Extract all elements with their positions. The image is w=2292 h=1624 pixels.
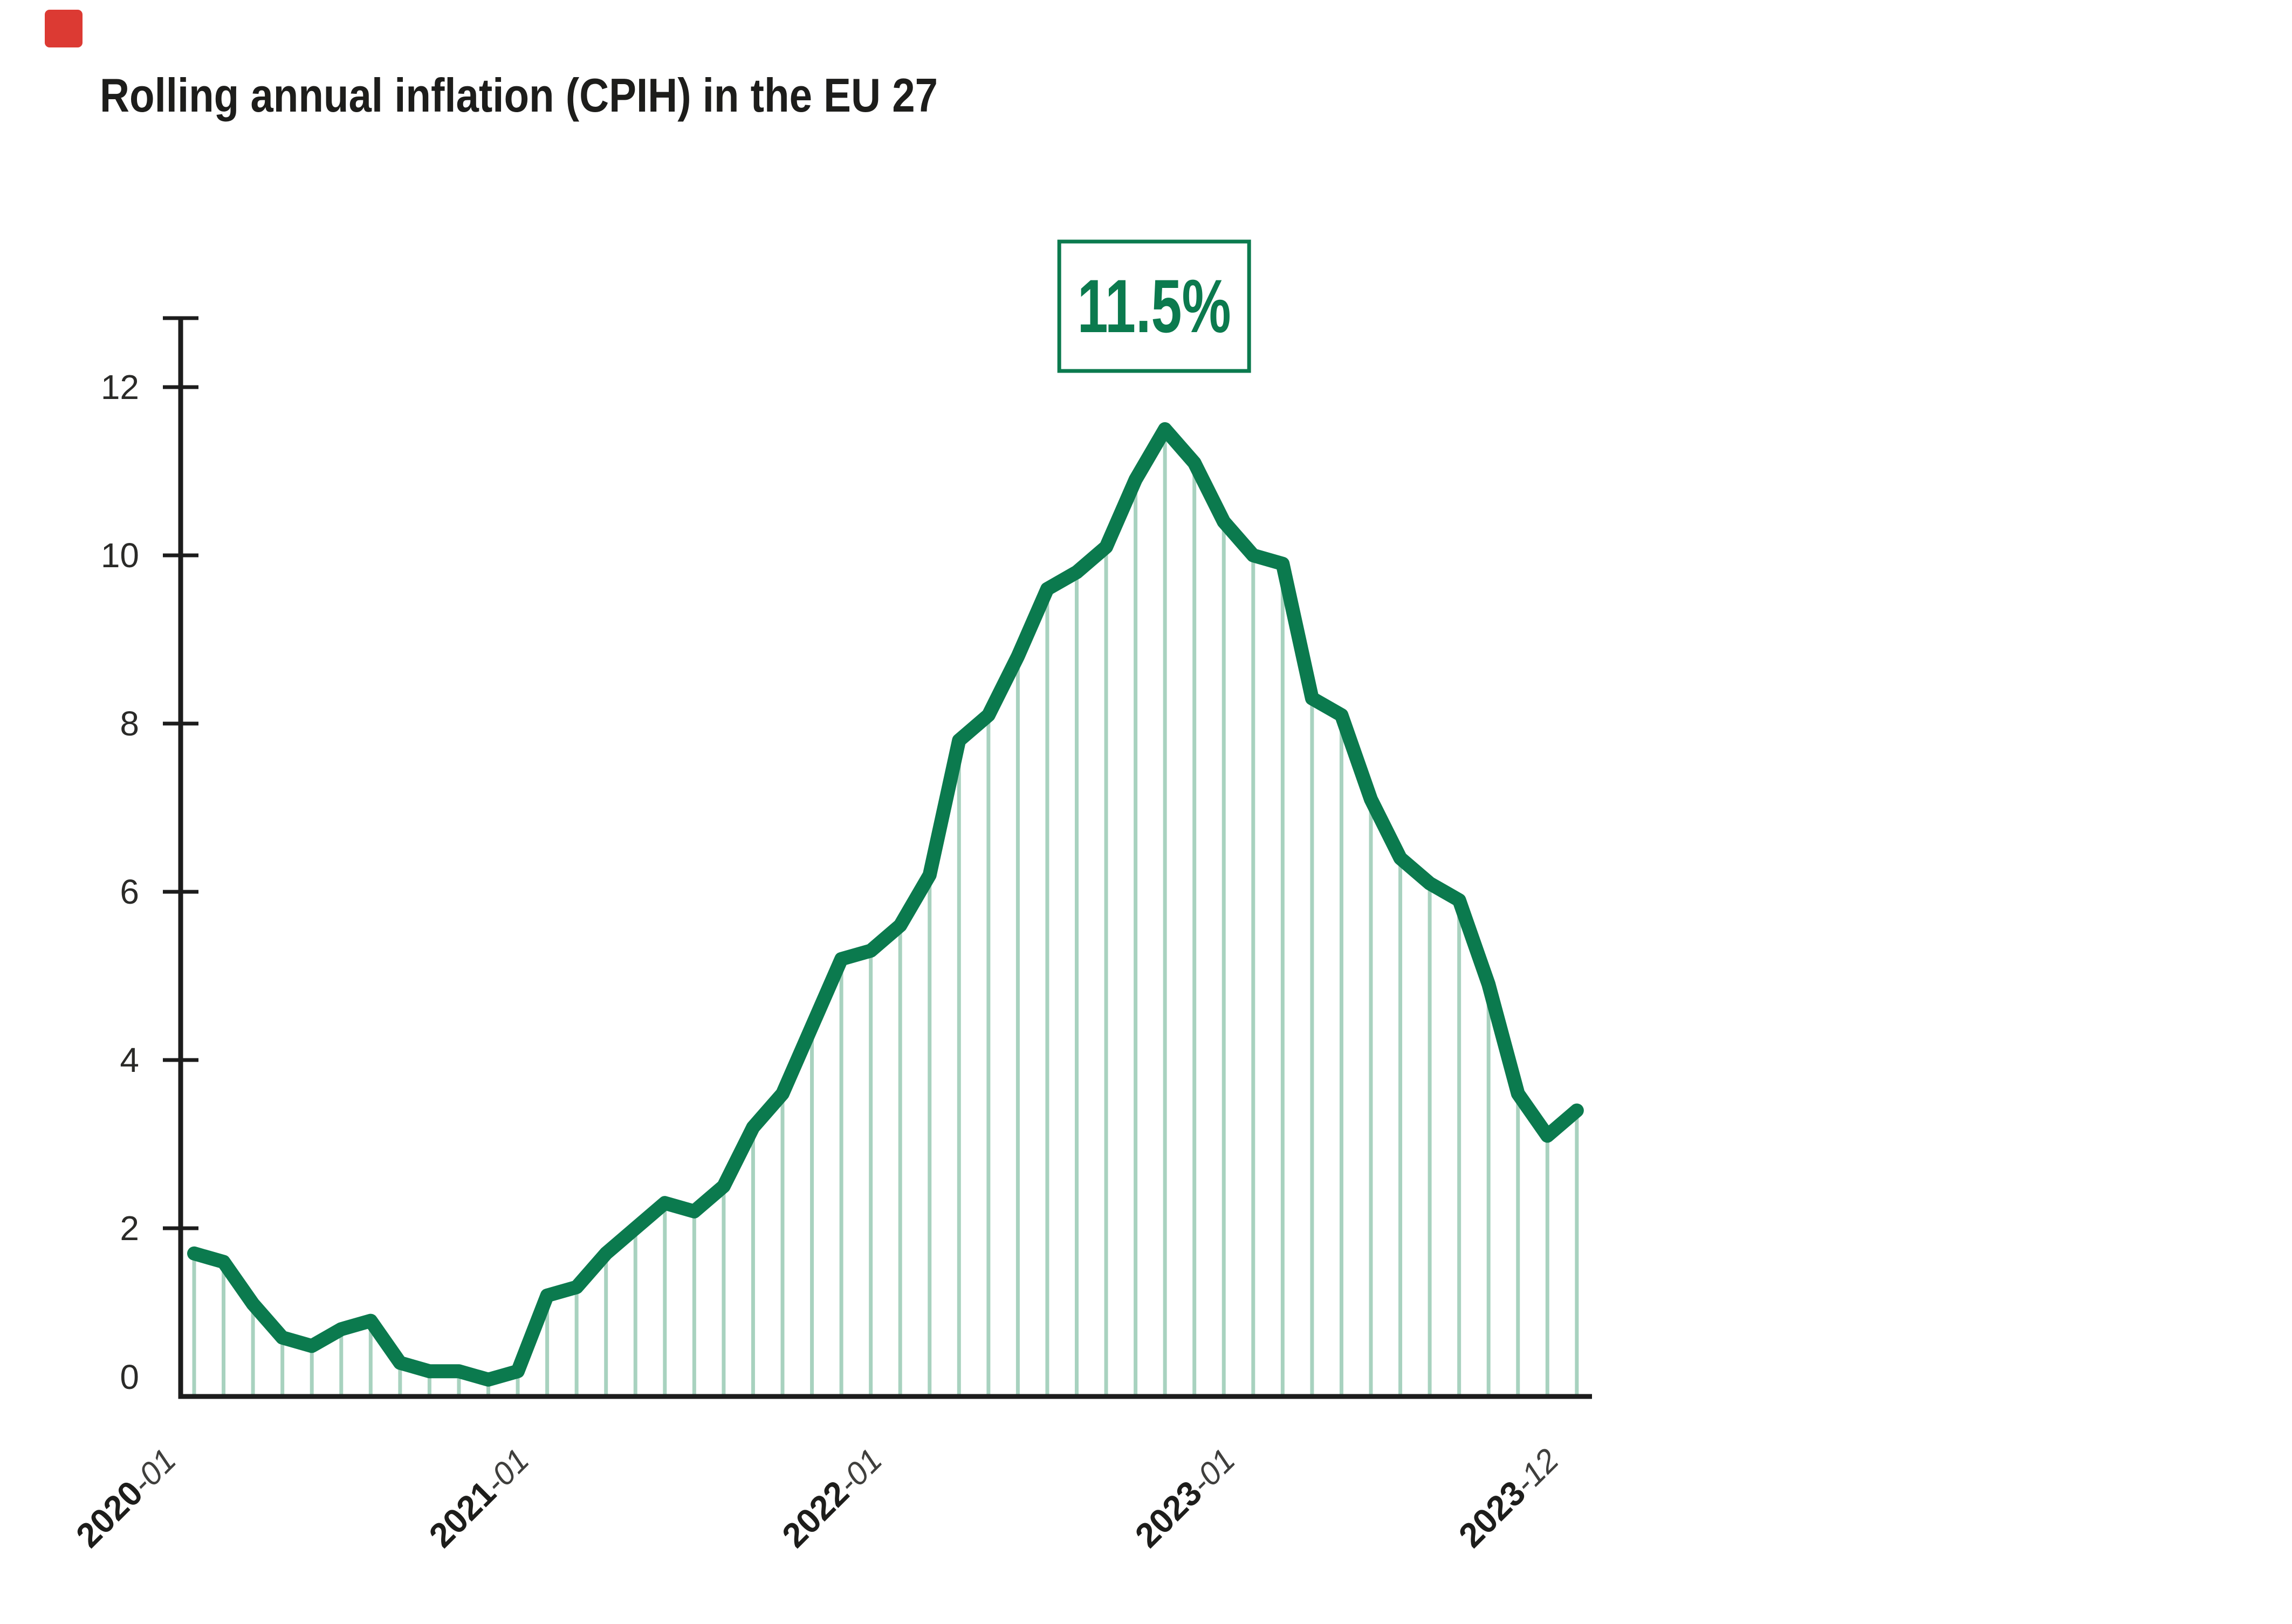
- x-tick-label-text: 2020-01: [68, 1440, 183, 1555]
- x-tick-label-2022-01: 2022-01: [774, 1440, 889, 1555]
- y-tick-label-4: 4: [120, 1041, 139, 1079]
- x-axis-tick-labels: 2020-01 2021-01 2022-01 2023-01 2023-12: [68, 1440, 1566, 1555]
- inflation-series-line: [187, 422, 1584, 1387]
- x-tick-label-text: 2022-01: [774, 1440, 889, 1555]
- axes: [163, 316, 1592, 1399]
- chart-title: Rolling annual inflation (CPIH) in the E…: [100, 68, 938, 122]
- y-tick-label-2: 2: [120, 1209, 139, 1248]
- y-tick-label-0: 0: [120, 1358, 139, 1396]
- x-tick-label-2021-01: 2021-01: [422, 1440, 537, 1555]
- y-tick-label-10: 10: [101, 536, 139, 575]
- x-tick-label-text: 2023-01: [1128, 1440, 1243, 1555]
- y-tick-label-8: 8: [120, 704, 139, 743]
- y-axis-tick-labels: 0 2 4 6 8 10 12: [101, 368, 139, 1396]
- x-tick-label-2023-01: 2023-01: [1128, 1440, 1243, 1555]
- x-tick-label-text: 2023-12: [1451, 1440, 1566, 1555]
- annotation-box: [1057, 239, 1251, 373]
- y-tick-label-6: 6: [120, 872, 139, 911]
- x-tick-label-text: 2021-01: [422, 1440, 537, 1555]
- y-tick-label-12: 12: [101, 368, 139, 407]
- logo-red-square: [45, 10, 83, 47]
- month-drop-lines: [192, 429, 1579, 1396]
- x-tick-label-2020-01: 2020-01: [68, 1440, 183, 1555]
- x-tick-label-2023-12: 2023-12: [1451, 1440, 1566, 1555]
- series-path: [187, 422, 1584, 1387]
- annotation-value: 11.5%: [1078, 264, 1231, 348]
- peak-annotation: 11.5%: [1057, 239, 1251, 373]
